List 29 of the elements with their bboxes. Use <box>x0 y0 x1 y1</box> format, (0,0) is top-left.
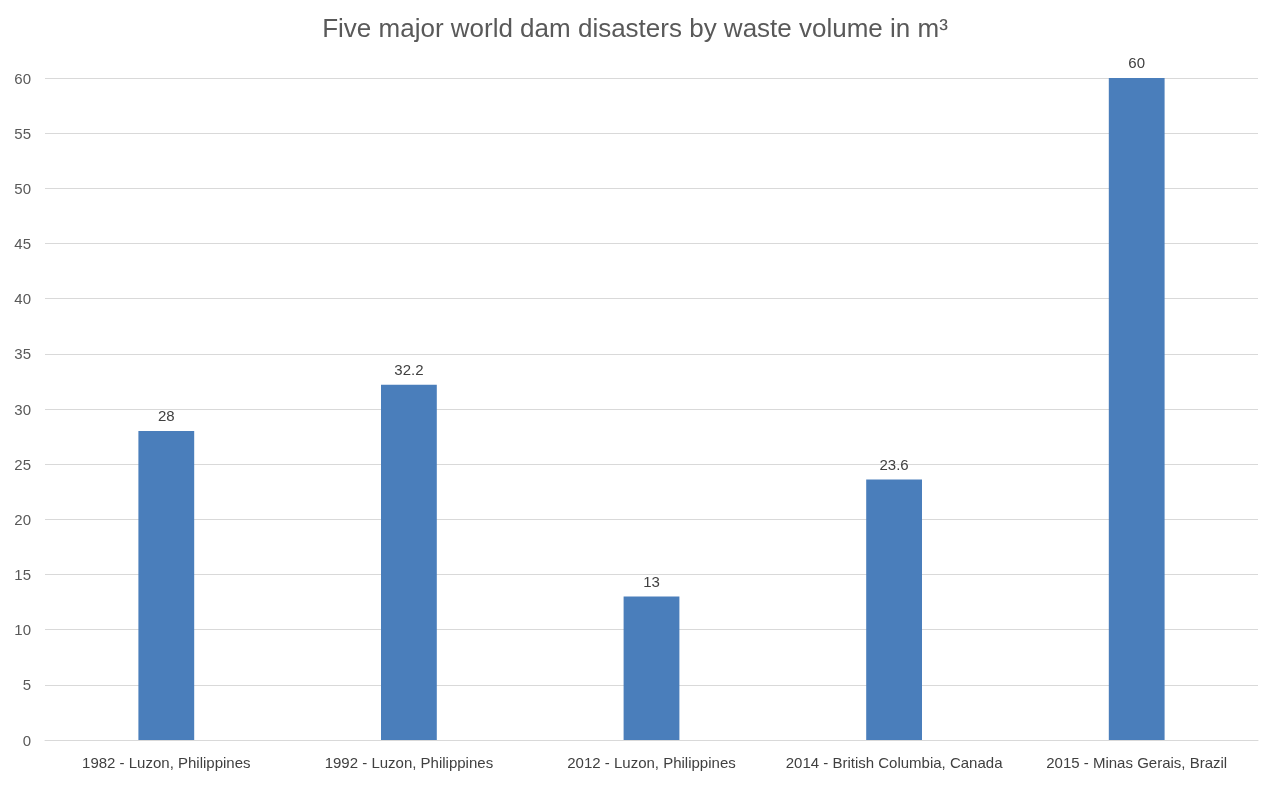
data-label: 13 <box>643 572 660 590</box>
y-tick-label: 35 <box>14 345 31 363</box>
y-tick-label: 55 <box>14 124 31 142</box>
data-label: 28 <box>157 407 175 425</box>
data-label: 23.6 <box>879 455 909 473</box>
y-tick-label: 20 <box>14 510 31 528</box>
data-label: 60 <box>1128 54 1146 71</box>
bar <box>381 384 437 740</box>
x-tick-label: 2015 - Minas Gerais, Brazil <box>1046 753 1228 771</box>
y-tick-label: 30 <box>14 400 31 418</box>
bar <box>1108 78 1165 740</box>
x-tick-label: 1992 - Luzon, Philippines <box>324 753 494 771</box>
bar <box>623 596 680 740</box>
y-tick-label: 40 <box>14 290 31 308</box>
x-tick-label: 2014 - British Columbia, Canada <box>785 753 1004 771</box>
x-tick-label: 2012 - Luzon, Philippines <box>567 753 736 771</box>
y-tick-label: 0 <box>22 731 31 749</box>
y-tick-label: 45 <box>14 235 31 252</box>
y-tick-label: 5 <box>22 676 31 694</box>
data-label: 32.2 <box>394 360 424 378</box>
bar <box>866 479 922 740</box>
y-tick-label: 50 <box>14 179 31 197</box>
y-tick-label: 10 <box>14 621 31 639</box>
bar <box>138 431 195 740</box>
y-tick-label: 60 <box>14 69 31 87</box>
chart-title: Five major world dam disasters by waste volume in m³ <box>322 13 949 43</box>
y-tick-label: 15 <box>14 566 31 583</box>
y-tick-label: 25 <box>14 455 31 473</box>
x-tick-label: 1982 - Luzon, Philippines <box>82 753 251 771</box>
